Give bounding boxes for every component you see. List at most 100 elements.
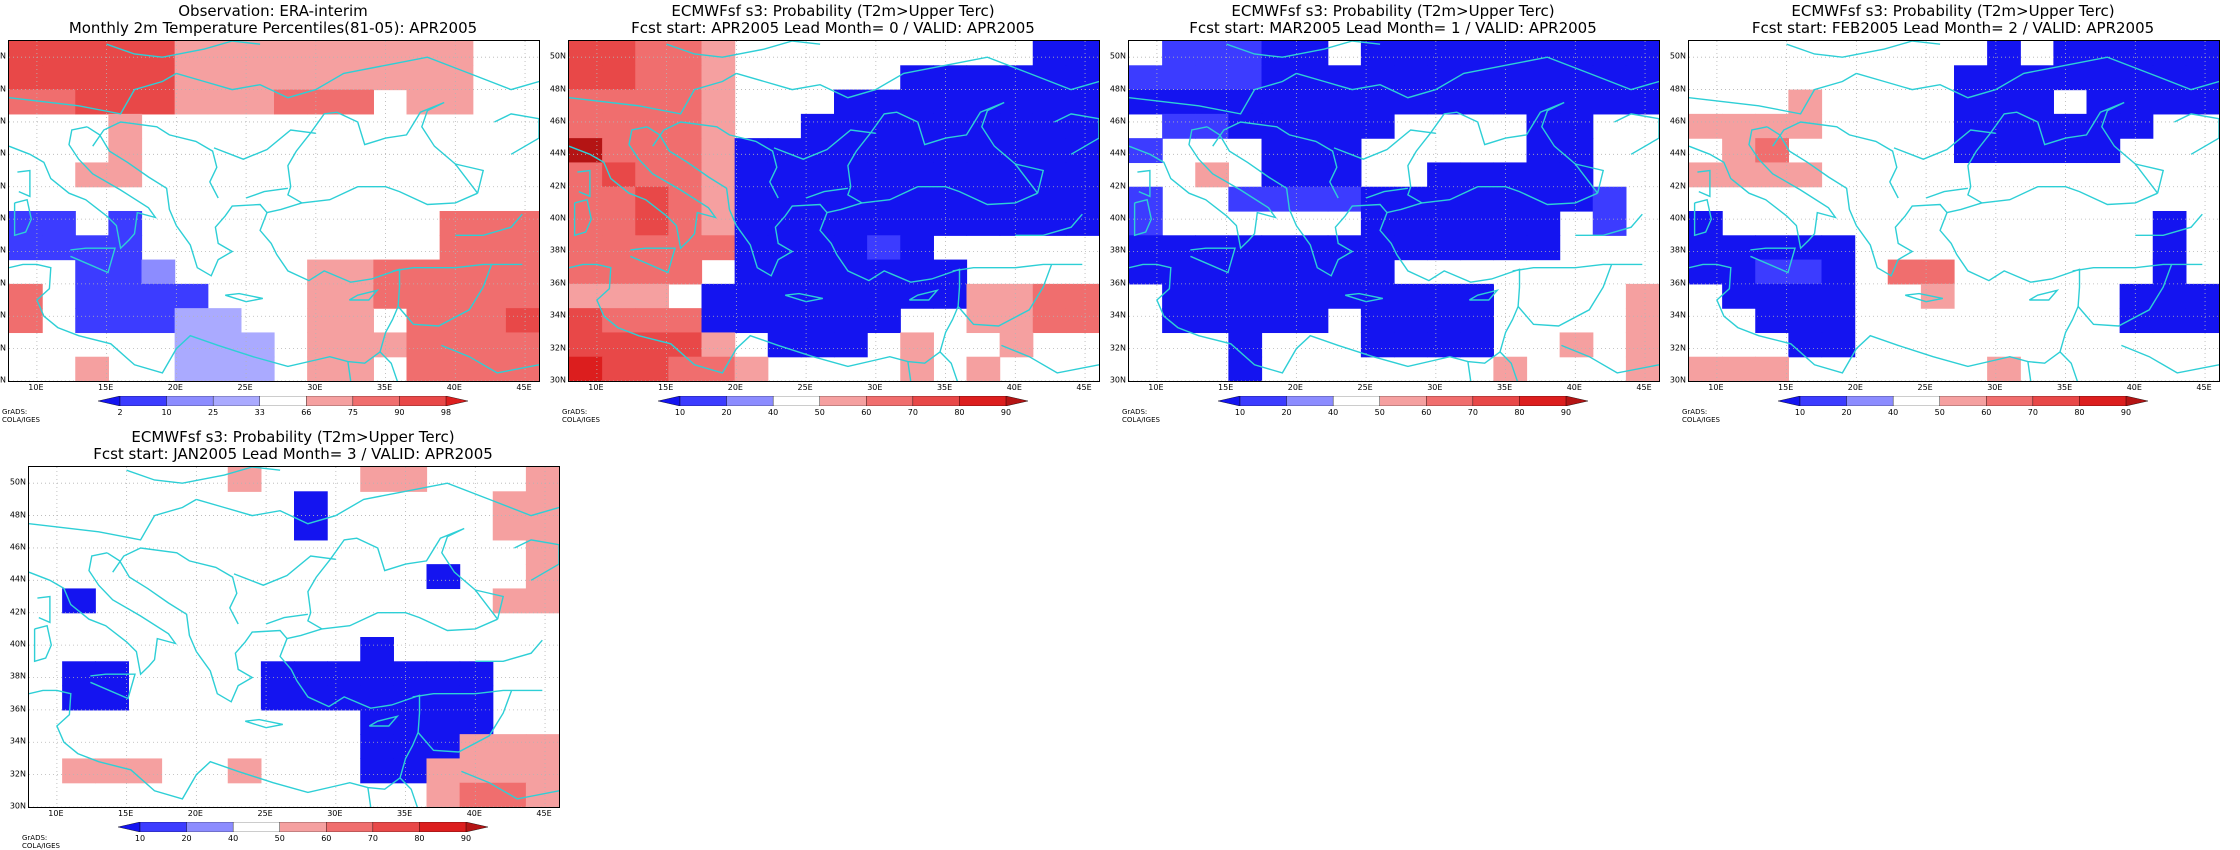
grid-cell bbox=[472, 332, 507, 358]
grid-cell bbox=[2185, 89, 2219, 115]
grid-cell bbox=[1460, 211, 1494, 236]
grid-cell bbox=[75, 162, 109, 188]
coastline bbox=[514, 539, 559, 581]
grid-cell bbox=[174, 283, 209, 309]
grid-cell bbox=[1195, 259, 1229, 285]
grid-cell bbox=[1065, 41, 1099, 66]
grid-cell bbox=[525, 782, 559, 807]
grid-cell bbox=[635, 162, 669, 188]
coastline bbox=[1001, 344, 1099, 374]
lat-tick-label: 46N bbox=[549, 116, 566, 126]
grid-cell bbox=[734, 138, 769, 164]
grid-cell bbox=[393, 661, 428, 687]
lon-tick-label: 15E bbox=[98, 383, 114, 392]
grid-cell bbox=[1427, 162, 1461, 188]
grid-cell bbox=[635, 186, 669, 212]
grid-cell bbox=[867, 259, 901, 285]
grid-cell bbox=[9, 283, 43, 309]
colorbar-swatch bbox=[279, 822, 327, 832]
grads-credit: GrADS: COLA/IGES bbox=[2, 408, 40, 424]
grid-cell bbox=[1195, 308, 1229, 334]
grid-cell bbox=[800, 235, 835, 261]
coastline bbox=[569, 212, 961, 374]
grid-cell bbox=[1065, 283, 1099, 309]
lon-tick-label: 30E bbox=[327, 809, 343, 818]
grid-cell bbox=[439, 211, 474, 236]
lon-tick-label: 25E bbox=[797, 383, 813, 392]
grid-cell bbox=[2152, 89, 2187, 115]
grid-cell bbox=[1162, 65, 1196, 91]
grid-cell bbox=[2119, 89, 2154, 115]
grid-cell bbox=[1625, 283, 1659, 309]
grid-cell bbox=[1493, 89, 1528, 115]
coastline bbox=[1129, 126, 1278, 250]
lon-tick-label: 15E bbox=[658, 383, 674, 392]
colorbar-label: 70 bbox=[367, 834, 378, 843]
grid-cell bbox=[834, 138, 868, 164]
lon-tick-label: 40E bbox=[466, 809, 482, 818]
grid-cell bbox=[800, 283, 835, 309]
grid-cell bbox=[207, 65, 242, 91]
lat-tick-label: 48N bbox=[549, 84, 566, 94]
lat-tick-label: 46N bbox=[0, 116, 6, 126]
grid-cell bbox=[505, 283, 539, 309]
lat-tick-label: 42N bbox=[0, 181, 6, 191]
grid-cell bbox=[569, 332, 603, 358]
colorbar-swatch bbox=[399, 396, 447, 406]
grid-cell bbox=[1755, 356, 1789, 381]
grid-cell bbox=[1689, 235, 1723, 261]
coastline bbox=[367, 787, 372, 807]
grid-cell bbox=[459, 758, 494, 784]
lat-tick-label: 46N bbox=[9, 542, 26, 552]
panel-title: ECMWFsf s3: Probability (T2m>Upper Terc) bbox=[671, 2, 995, 20]
grid-cell bbox=[505, 308, 539, 334]
grid-cell bbox=[2086, 138, 2121, 164]
grid-cell bbox=[307, 41, 341, 66]
grid-cell bbox=[1162, 41, 1196, 66]
grid-cell bbox=[459, 685, 494, 711]
coastline bbox=[1981, 185, 2158, 206]
coastline bbox=[33, 624, 53, 663]
colorbar-label: 25 bbox=[208, 408, 219, 417]
coastline bbox=[957, 264, 1053, 327]
grid-cell bbox=[1294, 259, 1329, 285]
grid-cell bbox=[108, 259, 143, 285]
grid-cell bbox=[1987, 41, 2021, 66]
coastline bbox=[1893, 129, 1996, 160]
grid-cell bbox=[1689, 113, 1723, 139]
lat-tick-label: 44N bbox=[1109, 148, 1126, 158]
grid-cell bbox=[966, 211, 1001, 236]
grid-cell bbox=[95, 685, 129, 711]
grid-cell bbox=[439, 356, 474, 381]
lat-tick-label: 34N bbox=[549, 310, 566, 320]
colorbar-swatch bbox=[1472, 396, 1521, 406]
grid-cell bbox=[2119, 283, 2154, 309]
grid-cell bbox=[2020, 138, 2054, 164]
grid-cell bbox=[1032, 89, 1067, 115]
grid-cell bbox=[1755, 113, 1789, 139]
grid-cell bbox=[900, 113, 934, 139]
grid-cell bbox=[635, 308, 669, 334]
grid-cell bbox=[602, 162, 636, 188]
colorbar-label: 20 bbox=[1281, 408, 1292, 417]
grid-cell bbox=[1755, 259, 1789, 285]
grid-cell bbox=[260, 661, 295, 687]
colorbar bbox=[98, 396, 468, 406]
grid-cell bbox=[62, 685, 96, 711]
coastline bbox=[1786, 41, 1941, 58]
coastline bbox=[379, 351, 399, 381]
lat-tick-label: 48N bbox=[9, 510, 26, 520]
grid-cell bbox=[1493, 186, 1528, 212]
grid-cell bbox=[569, 89, 603, 115]
grid-cell bbox=[966, 162, 1001, 188]
colorbar-label: 40 bbox=[768, 408, 779, 417]
coastline bbox=[321, 611, 498, 632]
coastline bbox=[1689, 72, 1857, 115]
colorbar-swatch bbox=[1426, 396, 1474, 406]
grid-cell bbox=[1327, 138, 1362, 164]
lat-tick-label: 44N bbox=[0, 148, 6, 158]
grid-cell bbox=[933, 89, 968, 115]
lon-tick-label: 25E bbox=[257, 809, 273, 818]
grid-cell bbox=[966, 356, 1001, 381]
colorbar-swatch bbox=[419, 822, 467, 832]
